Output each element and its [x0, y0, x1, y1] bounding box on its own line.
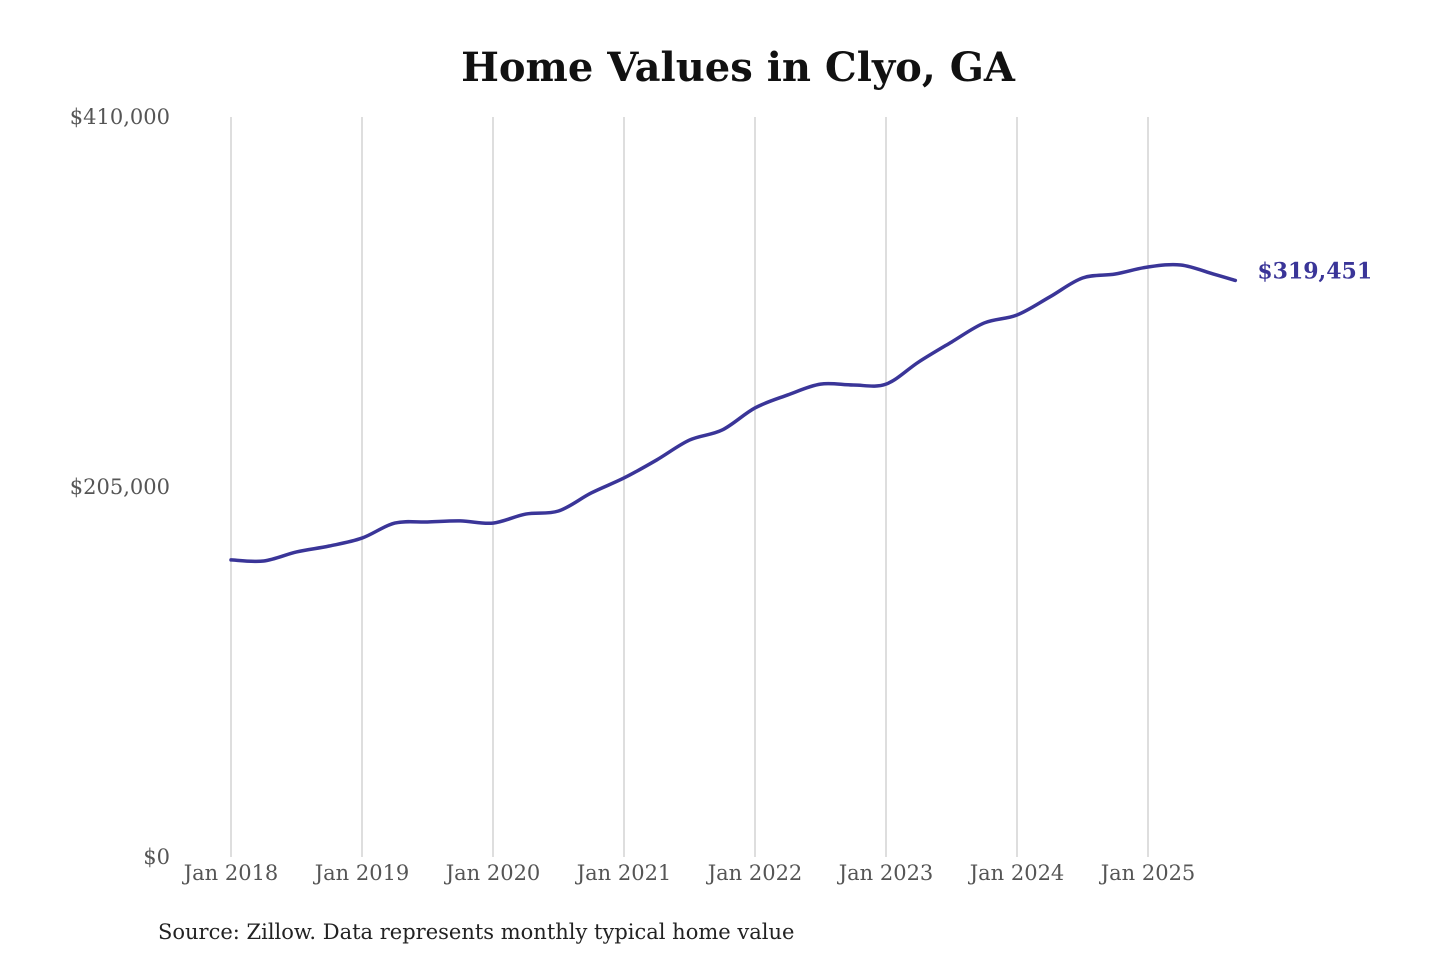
series-line [229, 262, 1238, 564]
x-tick-label: Jan 2024 [968, 861, 1065, 885]
x-tick-label: Jan 2019 [313, 861, 410, 885]
x-tick-label: Jan 2021 [575, 861, 672, 885]
end-value-label: $319,451 [1257, 258, 1372, 284]
x-tick-label: Jan 2022 [706, 861, 803, 885]
x-tick-label: Jan 2023 [837, 861, 934, 885]
y-tick-label: $410,000 [70, 105, 170, 129]
x-tick-label: Jan 2018 [182, 861, 279, 885]
x-tick-label: Jan 2025 [1099, 861, 1196, 885]
source-note: Source: Zillow. Data represents monthly … [158, 920, 794, 944]
y-tick-label: $0 [143, 845, 170, 869]
chart-title: Home Values in Clyo, GA [461, 44, 1016, 91]
y-tick-label: $205,000 [70, 475, 170, 499]
x-tick-label: Jan 2020 [444, 861, 541, 885]
